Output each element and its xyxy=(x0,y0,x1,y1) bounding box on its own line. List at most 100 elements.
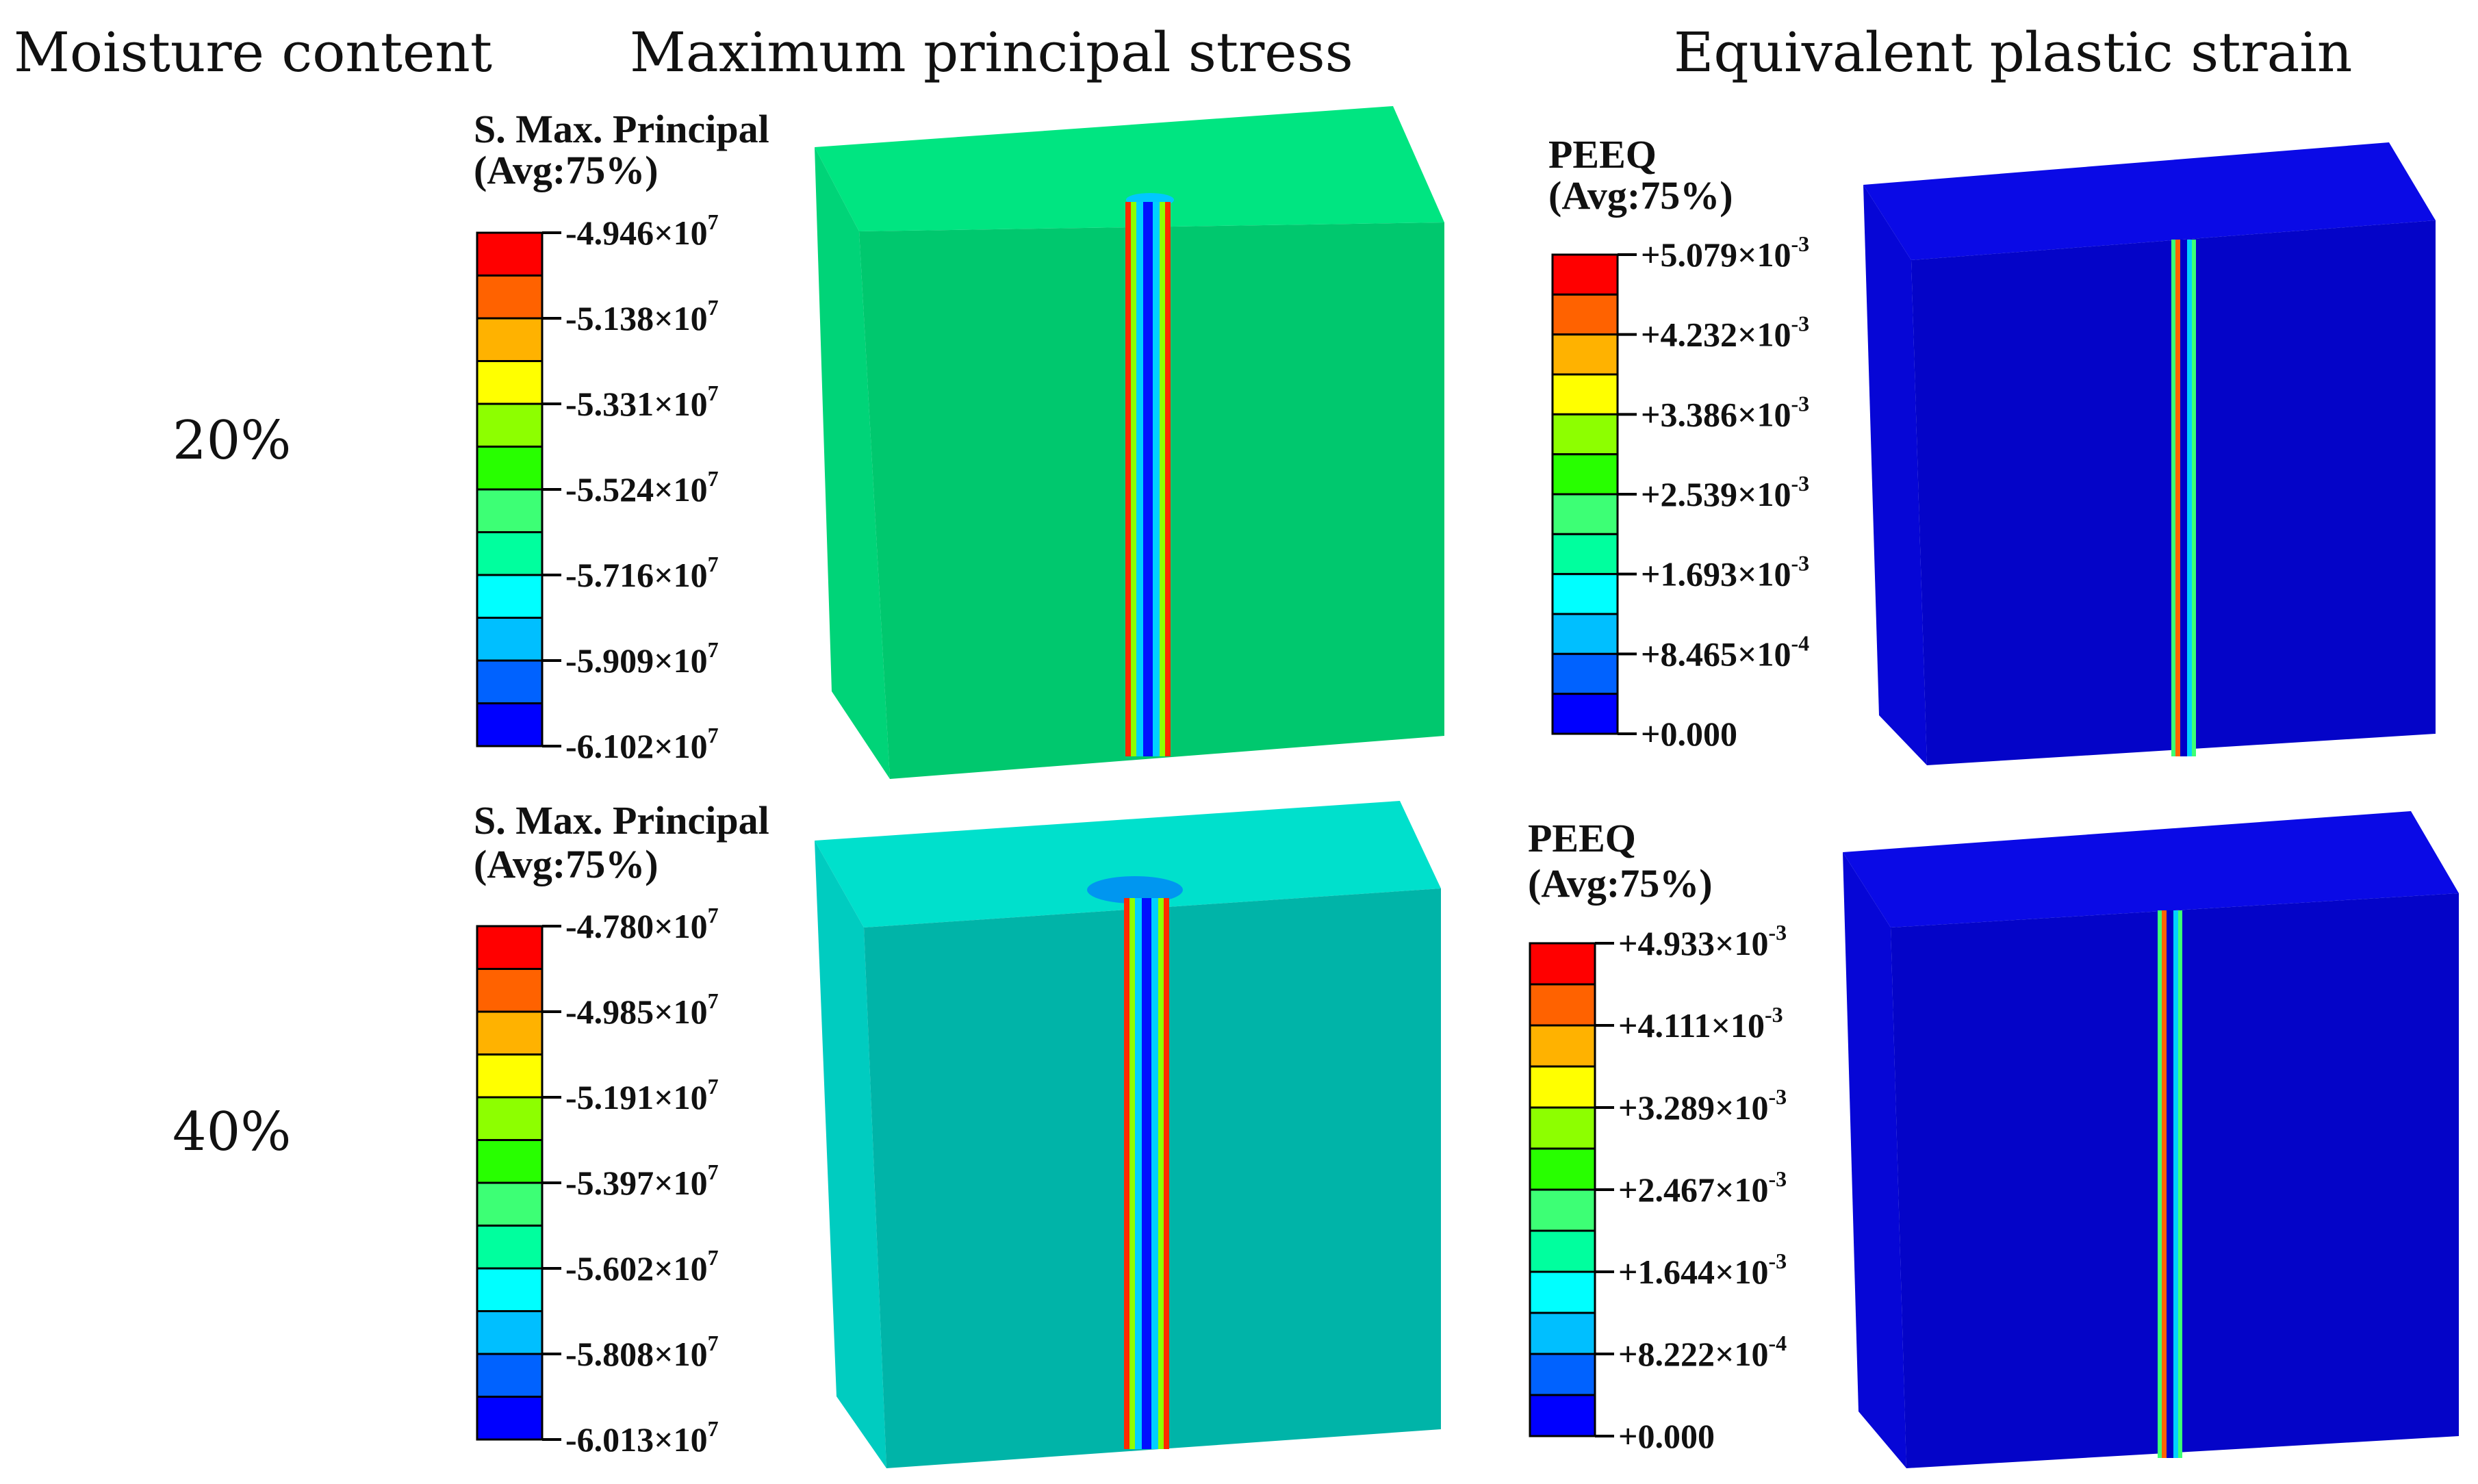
colorbar-swatch xyxy=(476,1053,544,1099)
row-label-20: 20% xyxy=(173,410,291,472)
colorbar-swatch xyxy=(1551,613,1619,655)
stress-legend-row2: S. Max. Principal (Avg:75%) -4.780×107-4… xyxy=(474,798,769,1459)
strain-colorbar-ticks: +4.933×10-3 +4.111×10-3 +3.289×10-3 +2.467×… xyxy=(1595,920,1787,1455)
colorbar-swatch xyxy=(476,925,544,970)
colorbar-tick-label: -5.524×107 xyxy=(565,466,719,509)
colorbar-swatch xyxy=(476,1267,544,1312)
colorbar-swatch xyxy=(1551,333,1619,376)
colorbar-swatch xyxy=(1529,942,1596,986)
colorbar-tick-label: +4.232×10-3 xyxy=(1641,311,1809,354)
block-side-face xyxy=(1863,185,1927,765)
strain-legend-row2: PEEQ (Avg:75%) +4.933×10-3 +4.111×10-3 +3.… xyxy=(1528,816,1787,1455)
colorbar-swatch xyxy=(1529,1394,1596,1437)
colorbar-tick-label: -6.102×107 xyxy=(565,723,719,765)
colorbar-swatch xyxy=(1529,983,1596,1027)
colorbar-swatch xyxy=(1529,1312,1596,1355)
colorbar-swatch xyxy=(1551,652,1619,695)
strain-colorbar-ticks: +5.079×10-3 +4.232×10-3 +3.386×10-3 +2.539×… xyxy=(1618,231,1809,753)
block-top-face xyxy=(815,106,1444,231)
stress-legend-title: S. Max. Principal xyxy=(474,107,769,151)
header-equivalent-plastic-strain: Equivalent plastic strain xyxy=(1674,21,2352,84)
colorbar-swatch xyxy=(1551,253,1619,296)
colorbar-swatch xyxy=(1529,1147,1596,1191)
colorbar-swatch xyxy=(1529,1024,1596,1068)
stress-model-row1 xyxy=(815,106,1444,779)
colorbar-swatch xyxy=(1551,453,1619,496)
colorbar-tick-label: -4.780×107 xyxy=(565,903,719,945)
colorbar-swatch xyxy=(1551,293,1619,336)
stress-colorbar xyxy=(476,231,544,747)
colorbar-tick-label: -5.716×107 xyxy=(565,552,719,594)
colorbar-swatch xyxy=(476,1310,544,1355)
colorbar-swatch xyxy=(476,446,544,491)
colorbar-swatch xyxy=(476,1096,544,1141)
crack xyxy=(2171,240,2196,756)
block-top-face xyxy=(815,801,1441,928)
colorbar-swatch xyxy=(476,360,544,405)
strain-legend-subtitle: (Avg:75%) xyxy=(1528,861,1713,906)
colorbar-swatch xyxy=(476,702,544,747)
colorbar-tick-label: -4.946×107 xyxy=(565,209,719,252)
colorbar-tick-label: -6.013×107 xyxy=(565,1416,719,1459)
colorbar-swatch xyxy=(476,274,544,320)
colorbar-tick-label: +1.644×10-3 xyxy=(1618,1249,1787,1291)
strain-colorbar xyxy=(1551,253,1619,735)
header-max-principal-stress: Maximum principal stress xyxy=(630,21,1353,84)
colorbar-swatch xyxy=(1529,1188,1596,1232)
colorbar-tick-label: -5.331×107 xyxy=(565,381,719,423)
colorbar-swatch xyxy=(476,402,544,448)
stress-model-row2 xyxy=(815,801,1441,1468)
stress-legend-row1: S. Max. Principal (Avg:75%) -4.946×107 -5… xyxy=(474,107,769,765)
colorbar-swatch xyxy=(1551,413,1619,456)
colorbar-tick-label: -5.602×107 xyxy=(565,1245,719,1288)
colorbar-swatch xyxy=(476,1139,544,1184)
colorbar-tick-label: +4.933×10-3 xyxy=(1618,920,1787,962)
stress-legend-subtitle: (Avg:75%) xyxy=(474,842,659,886)
colorbar-swatch xyxy=(1529,1229,1596,1273)
colorbar-tick-label: -5.191×107 xyxy=(565,1074,719,1116)
strain-legend-title: PEEQ xyxy=(1548,132,1657,177)
colorbar-swatch xyxy=(1529,1065,1596,1109)
colorbar-swatch xyxy=(1551,493,1619,535)
block-side-face xyxy=(1843,852,1906,1468)
colorbar-tick-label: +4.111×10-3 xyxy=(1618,1002,1783,1045)
colorbar-swatch xyxy=(476,968,544,1013)
strain-model-row1 xyxy=(1863,142,2436,765)
stress-colorbar-ticks: -4.780×107 -4.985×107 -5.191×107 -5.397×107… xyxy=(542,903,719,1459)
crack xyxy=(2158,910,2182,1458)
colorbar-swatch xyxy=(476,231,544,277)
colorbar-swatch xyxy=(476,1225,544,1270)
colorbar-tick-label: +8.465×10-4 xyxy=(1641,630,1809,673)
colorbar-tick-label: +1.693×10-3 xyxy=(1641,551,1809,593)
colorbar-swatch xyxy=(476,317,544,362)
colorbar-tick-label: +2.539×10-3 xyxy=(1641,471,1809,513)
colorbar-swatch xyxy=(476,1353,544,1398)
colorbar-tick-label: +3.289×10-3 xyxy=(1618,1084,1787,1127)
crack-mouth xyxy=(1087,876,1183,904)
colorbar-tick-label: +2.467×10-3 xyxy=(1618,1166,1787,1209)
stress-colorbar-ticks: -4.946×107 -5.138×107 -5.331×107 -5.524×107… xyxy=(542,209,719,765)
colorbar-tick-label: +3.386×10-3 xyxy=(1641,391,1809,433)
colorbar-tick-label: -5.138×107 xyxy=(565,295,719,337)
strain-legend-title: PEEQ xyxy=(1528,816,1636,860)
stress-colorbar xyxy=(476,925,544,1441)
block-top-face xyxy=(1863,142,2436,260)
colorbar-swatch xyxy=(1529,1106,1596,1150)
colorbar-tick-label: +0.000 xyxy=(1641,715,1737,753)
colorbar-swatch xyxy=(476,1010,544,1056)
colorbar-swatch xyxy=(1529,1270,1596,1314)
colorbar-tick-label: -5.397×107 xyxy=(565,1160,719,1202)
colorbar-swatch xyxy=(1551,573,1619,615)
colorbar-tick-label: -5.909×107 xyxy=(565,637,719,680)
colorbar-swatch xyxy=(476,617,544,662)
block-top-face xyxy=(1843,811,2459,928)
colorbar-swatch xyxy=(476,531,544,576)
colorbar-swatch xyxy=(476,659,544,704)
colorbar-swatch xyxy=(476,1181,544,1227)
crack xyxy=(1125,202,1171,756)
strain-model-row2 xyxy=(1843,811,2459,1468)
colorbar-swatch xyxy=(1551,373,1619,415)
stress-legend-subtitle: (Avg:75%) xyxy=(474,148,659,192)
colorbar-swatch xyxy=(1551,533,1619,576)
